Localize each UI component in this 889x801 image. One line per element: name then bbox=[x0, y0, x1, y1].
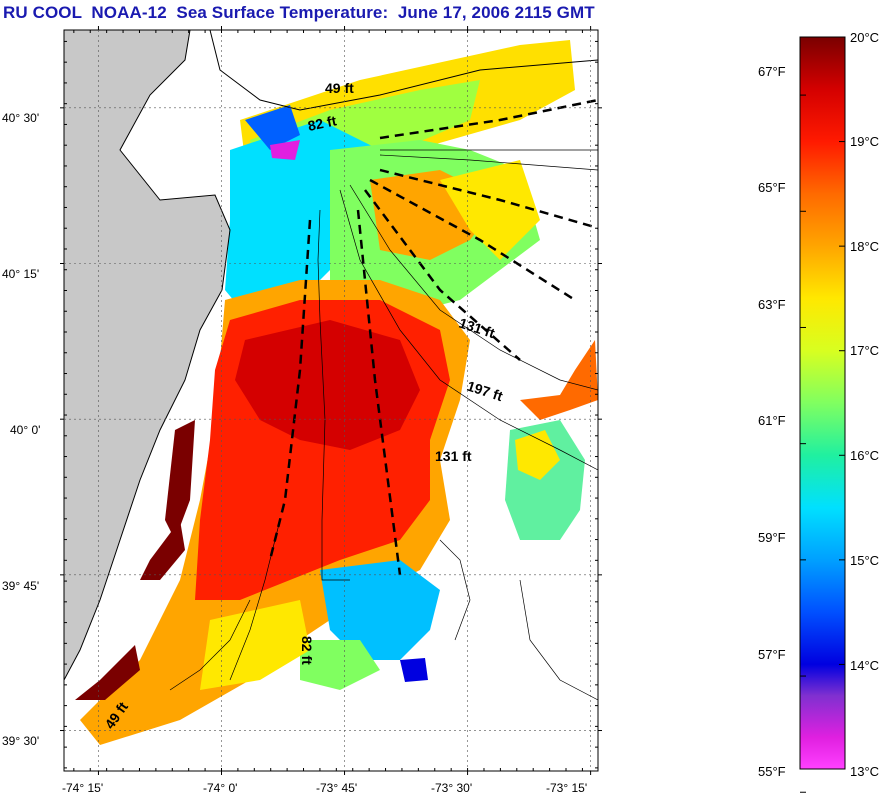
lat-label: 40° 30' bbox=[2, 111, 39, 125]
isobath-label: 82 ft bbox=[306, 112, 338, 134]
lon-label: -74° 0' bbox=[203, 781, 237, 795]
frame-ticks bbox=[60, 26, 602, 775]
lat-label: 40° 0' bbox=[10, 423, 40, 437]
lat-label: 39° 30' bbox=[2, 734, 39, 748]
isobath-label: 49 ft bbox=[325, 80, 354, 96]
lon-label: -73° 45' bbox=[316, 781, 357, 795]
isobaths bbox=[169, 149, 598, 701]
land-new-jersey bbox=[64, 30, 230, 680]
map-title: RU COOL NOAA-12 Sea Surface Temperature:… bbox=[3, 3, 595, 22]
lon-label: -74° 15' bbox=[62, 781, 103, 795]
map-frame bbox=[63, 29, 599, 772]
lat-label: 39° 45' bbox=[2, 579, 39, 593]
coastline bbox=[64, 30, 231, 681]
gridlines bbox=[64, 30, 598, 771]
lon-label: -73° 30' bbox=[431, 781, 472, 795]
coastline-long-island bbox=[209, 30, 598, 111]
lon-label: -73° 15' bbox=[546, 781, 587, 795]
longitude-labels: -74° 15' -74° 0' -73° 45' -73° 30' -73° … bbox=[62, 781, 587, 795]
lat-label: 40° 15' bbox=[2, 267, 39, 281]
survey-lines bbox=[268, 98, 598, 576]
latitude-labels: 40° 30' 40° 15' 40° 0' 39° 45' 39° 30' bbox=[2, 111, 40, 748]
sst-field bbox=[75, 40, 598, 745]
isobath-label: 82 ft bbox=[299, 636, 315, 665]
isobath-label: 131 ft bbox=[435, 448, 472, 464]
